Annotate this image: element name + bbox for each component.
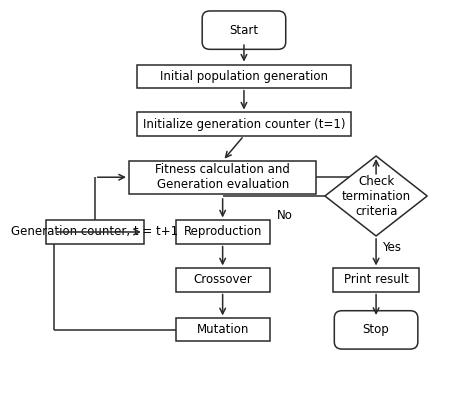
FancyBboxPatch shape [129, 161, 317, 194]
FancyBboxPatch shape [202, 11, 286, 49]
Text: Generation counter, t = t+1: Generation counter, t = t+1 [11, 226, 178, 239]
FancyBboxPatch shape [46, 220, 144, 244]
Text: Start: Start [229, 24, 258, 37]
Text: Check
termination
criteria: Check termination criteria [341, 175, 410, 217]
Text: Print result: Print result [344, 273, 409, 286]
FancyBboxPatch shape [176, 318, 270, 341]
Text: Initial population generation: Initial population generation [160, 70, 328, 82]
FancyBboxPatch shape [137, 64, 350, 88]
FancyBboxPatch shape [137, 113, 350, 135]
FancyBboxPatch shape [333, 268, 419, 292]
Polygon shape [325, 156, 427, 236]
Text: No: No [276, 209, 292, 222]
Text: Reproduction: Reproduction [183, 226, 262, 239]
Text: Initialize generation counter (t=1): Initialize generation counter (t=1) [143, 118, 345, 131]
FancyBboxPatch shape [176, 268, 270, 292]
Text: Yes: Yes [382, 241, 401, 254]
FancyBboxPatch shape [176, 220, 270, 244]
Text: Mutation: Mutation [196, 324, 249, 336]
Text: Crossover: Crossover [193, 273, 252, 286]
Text: Stop: Stop [363, 324, 390, 336]
FancyBboxPatch shape [334, 311, 418, 349]
Text: Fitness calculation and
Generation evaluation: Fitness calculation and Generation evalu… [155, 163, 290, 191]
